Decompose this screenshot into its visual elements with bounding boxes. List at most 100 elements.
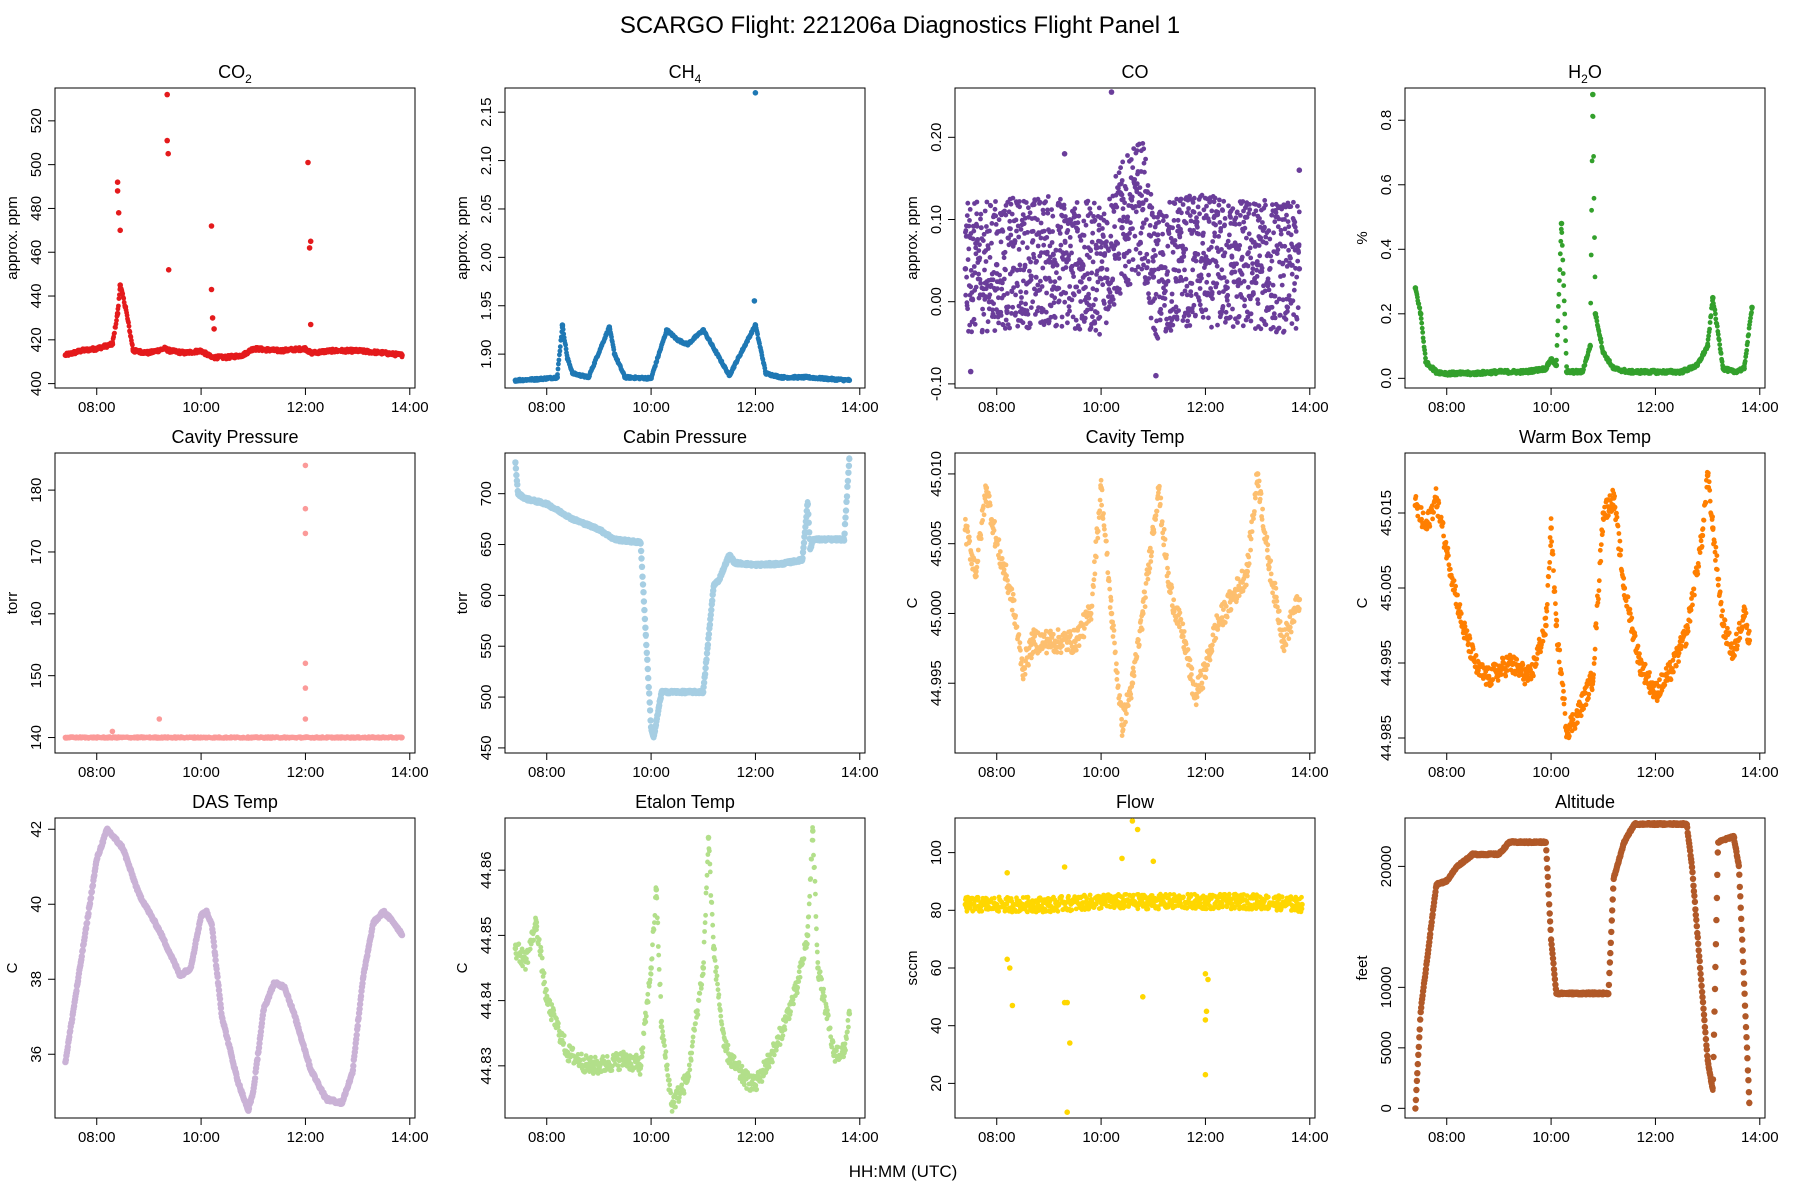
data-point — [1205, 290, 1211, 296]
data-point — [1557, 251, 1563, 257]
data-point — [1087, 206, 1093, 212]
series-spikes — [109, 462, 309, 735]
data-point — [1138, 240, 1143, 246]
data-point — [1057, 231, 1063, 236]
data-point — [1073, 317, 1079, 323]
data-point — [1018, 227, 1024, 232]
data-point — [1082, 315, 1088, 321]
data-point — [988, 203, 994, 209]
panel-h2o: H2O%0.00.20.40.60.808:00 10:00 12:00 14:00 — [1354, 62, 1779, 416]
data-point — [116, 296, 122, 301]
data-point — [1181, 250, 1186, 256]
data-point — [1001, 322, 1006, 328]
data-point — [1296, 242, 1302, 248]
data-point — [1230, 206, 1236, 212]
data-point — [1119, 192, 1125, 198]
data-point — [640, 589, 647, 596]
data-point — [1024, 308, 1030, 313]
data-point — [1168, 328, 1174, 333]
spike-point — [209, 315, 216, 321]
data-point — [997, 272, 1002, 278]
data-point — [1155, 238, 1161, 243]
data-point — [1148, 191, 1154, 197]
data-point — [1106, 294, 1111, 299]
x-tick-label: 08:00 — [528, 764, 566, 781]
data-point — [198, 348, 204, 354]
data-point — [1267, 266, 1273, 271]
data-point — [1592, 311, 1599, 317]
data-point — [1220, 304, 1226, 309]
data-point — [1160, 218, 1166, 224]
data-point — [1744, 348, 1750, 353]
data-point — [1589, 207, 1594, 213]
spike-point — [306, 245, 313, 251]
data-point — [1227, 232, 1232, 238]
data-point — [1186, 312, 1192, 318]
data-point — [1145, 280, 1150, 285]
data-point — [513, 471, 520, 479]
figure-title: SCARGO Flight: 221206a Diagnostics Fligh… — [620, 12, 1180, 39]
data-point — [1133, 204, 1138, 209]
data-point — [646, 690, 653, 697]
data-point — [1038, 278, 1043, 284]
data-point — [1129, 194, 1135, 200]
data-point — [1194, 219, 1200, 225]
data-point — [1106, 248, 1111, 254]
data-point — [1258, 326, 1264, 332]
data-point — [1154, 241, 1160, 247]
data-point — [1096, 205, 1102, 211]
data-point — [1141, 146, 1147, 152]
data-point — [130, 348, 137, 354]
data-point — [250, 345, 257, 352]
data-point — [117, 282, 123, 288]
data-point — [1269, 304, 1275, 310]
y-tick-label: 180 — [28, 478, 45, 503]
data-point — [1092, 320, 1098, 326]
data-point — [1281, 273, 1286, 278]
data-point — [1155, 232, 1161, 238]
data-point — [1202, 257, 1209, 264]
data-point — [1003, 212, 1009, 218]
data-point — [1115, 241, 1121, 246]
data-point — [1562, 325, 1568, 330]
data-point — [1286, 224, 1292, 230]
data-point — [1245, 263, 1251, 269]
data-point — [1226, 302, 1232, 308]
data-point — [1031, 255, 1037, 260]
data-point — [114, 310, 121, 317]
data-point — [1749, 304, 1755, 311]
data-point — [1210, 296, 1215, 302]
data-point — [564, 356, 571, 362]
data-point — [1225, 238, 1231, 244]
data-point — [726, 372, 733, 379]
data-point — [1045, 210, 1051, 216]
data-point — [1244, 235, 1249, 241]
data-point — [1225, 285, 1230, 291]
data-point — [1178, 229, 1184, 235]
data-point — [1200, 314, 1206, 320]
data-point — [1009, 311, 1014, 316]
data-point — [1561, 283, 1567, 288]
data-point — [1035, 243, 1041, 249]
y-tick-label: 0.4 — [1378, 239, 1395, 260]
data-point — [1296, 266, 1303, 272]
data-point — [1707, 320, 1713, 325]
data-point — [1067, 235, 1073, 240]
data-point — [974, 211, 980, 217]
data-point — [1076, 289, 1082, 294]
data-point — [1237, 243, 1243, 248]
data-point — [1235, 320, 1240, 325]
data-point — [1011, 285, 1016, 290]
data-point — [993, 261, 1000, 268]
data-point — [1279, 282, 1285, 288]
data-point — [113, 321, 119, 327]
data-point — [1245, 284, 1251, 290]
data-point — [1172, 201, 1178, 207]
data-point — [1149, 210, 1155, 216]
data-point — [1035, 217, 1040, 223]
spike-point — [1153, 372, 1159, 379]
data-point — [1216, 234, 1222, 239]
data-point — [1045, 194, 1051, 199]
data-point — [622, 374, 628, 381]
